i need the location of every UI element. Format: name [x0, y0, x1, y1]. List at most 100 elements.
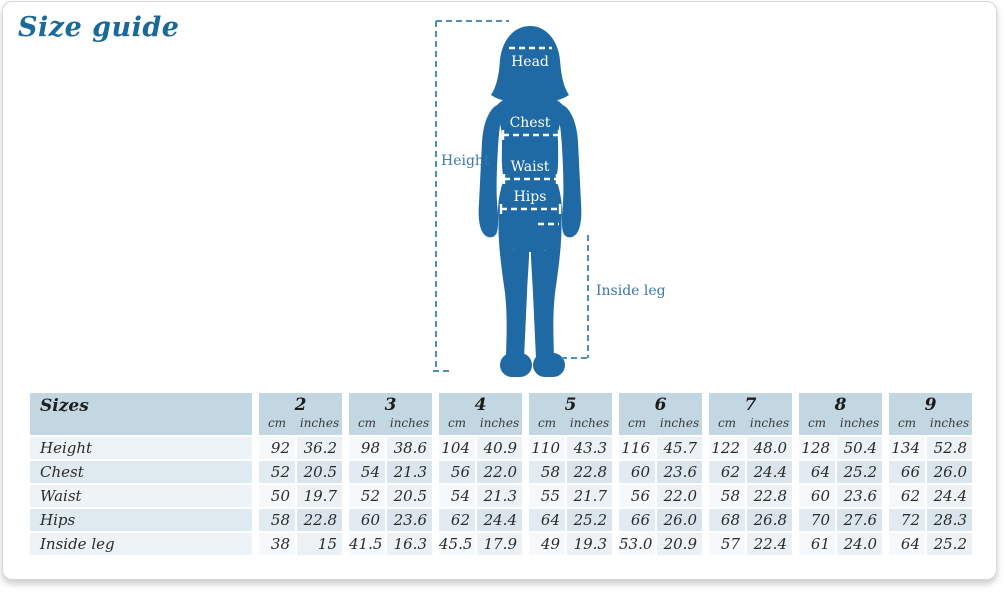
header-groups: 2 cm inches 3 cm inches 4 cm inches 5 cm inches 6 cm i… [252, 393, 972, 435]
cm-value: 104 [439, 437, 475, 459]
unit-labels: cm inches [619, 416, 702, 430]
size-number: 7 [744, 395, 757, 415]
inches-value: 45.7 [657, 437, 702, 459]
cm-value: 116 [619, 437, 655, 459]
inches-value: 25.2 [927, 533, 972, 555]
size-column-header: 2 cm inches [259, 393, 342, 435]
inches-value: 25.2 [567, 509, 612, 531]
size-value-group: 104 40.9 [439, 437, 522, 459]
inches-value: 24.4 [747, 461, 792, 483]
cm-value: 66 [889, 461, 925, 483]
size-column-header: 4 cm inches [439, 393, 522, 435]
measurement-label: Chest [30, 461, 252, 483]
size-value-group: 50 19.7 [259, 485, 342, 507]
table-row: Hips 58 22.8 60 23.6 62 24.4 64 25.2 66 26.0 68 26.8… [30, 509, 972, 531]
measurement-label: Inside leg [30, 533, 252, 555]
inches-value: 15 [297, 533, 342, 555]
inches-unit-label: inches [299, 416, 340, 430]
cm-value: 64 [799, 461, 835, 483]
cm-value: 92 [259, 437, 295, 459]
inches-value: 25.2 [837, 461, 882, 483]
measurement-label: Hips [30, 509, 252, 531]
inches-unit-label: inches [839, 416, 880, 430]
hips-label: Hips [514, 189, 547, 205]
measure-end-ticks [499, 130, 562, 214]
cm-value: 66 [619, 509, 655, 531]
size-value-group: 64 25.2 [799, 461, 882, 483]
size-value-group: 52 20.5 [259, 461, 342, 483]
inches-value: 40.9 [477, 437, 522, 459]
inches-value: 20.5 [387, 485, 432, 507]
measurement-figure: Head Chest Waist Hips Height Inside leg [430, 15, 666, 387]
size-value-group: 128 50.4 [799, 437, 882, 459]
inches-value: 52.8 [927, 437, 972, 459]
size-value-group: 66 26.0 [889, 461, 972, 483]
inches-value: 23.6 [657, 461, 702, 483]
cm-value: 41.5 [349, 533, 385, 555]
cm-value: 60 [799, 485, 835, 507]
size-column-header: 9 cm inches [889, 393, 972, 435]
cm-value: 60 [349, 509, 385, 531]
cm-value: 57 [709, 533, 745, 555]
table-row: Waist 50 19.7 52 20.5 54 21.3 55 21.7 56 22.0 58 22.… [30, 485, 972, 507]
head-label: Head [511, 54, 549, 70]
cm-value: 62 [889, 485, 925, 507]
cm-value: 62 [439, 509, 475, 531]
chest-label: Chest [510, 115, 551, 131]
size-number: 6 [654, 395, 667, 415]
size-value-group: 45.5 17.9 [439, 533, 522, 555]
cm-value: 98 [349, 437, 385, 459]
size-value-group: 54 21.3 [349, 461, 432, 483]
size-value-group: 68 26.8 [709, 509, 792, 531]
size-value-group: 55 21.7 [529, 485, 612, 507]
unit-labels: cm inches [889, 416, 972, 430]
inches-value: 48.0 [747, 437, 792, 459]
inches-value: 20.9 [657, 533, 702, 555]
size-value-group: 64 25.2 [889, 533, 972, 555]
size-number: 8 [834, 395, 847, 415]
cm-value: 58 [709, 485, 745, 507]
size-table: Sizes 2 cm inches 3 cm inches 4 cm inches 5 cm inch… [30, 393, 972, 555]
size-value-group: 122 48.0 [709, 437, 792, 459]
cm-unit-label: cm [537, 416, 557, 430]
size-value-group: 49 19.3 [529, 533, 612, 555]
inches-value: 24.0 [837, 533, 882, 555]
size-column-header: 5 cm inches [529, 393, 612, 435]
size-value-group: 52 20.5 [349, 485, 432, 507]
inches-value: 23.6 [387, 509, 432, 531]
measurement-label: Waist [30, 485, 252, 507]
body-measure-lines [501, 46, 560, 226]
size-value-group: 92 36.2 [259, 437, 342, 459]
size-column-header: 8 cm inches [799, 393, 882, 435]
cm-unit-label: cm [447, 416, 467, 430]
cm-value: 134 [889, 437, 925, 459]
unit-labels: cm inches [439, 416, 522, 430]
cm-unit-label: cm [627, 416, 647, 430]
size-value-group: 38 15 [259, 533, 342, 555]
inches-value: 23.6 [837, 485, 882, 507]
size-value-group: 53.0 20.9 [619, 533, 702, 555]
size-value-group: 61 24.0 [799, 533, 882, 555]
size-value-group: 62 24.4 [889, 485, 972, 507]
size-value-group: 54 21.3 [439, 485, 522, 507]
inches-value: 22.8 [297, 509, 342, 531]
cm-value: 128 [799, 437, 835, 459]
cm-unit-label: cm [357, 416, 377, 430]
inches-value: 22.8 [567, 461, 612, 483]
table-row: Inside leg 38 15 41.5 16.3 45.5 17.9 49 19.3 53.0… [30, 533, 972, 555]
unit-labels: cm inches [709, 416, 792, 430]
inches-value: 50.4 [837, 437, 882, 459]
cm-value: 45.5 [439, 533, 475, 555]
cm-value: 54 [439, 485, 475, 507]
size-value-group: 116 45.7 [619, 437, 702, 459]
cm-value: 54 [349, 461, 385, 483]
unit-labels: cm inches [799, 416, 882, 430]
inches-unit-label: inches [749, 416, 790, 430]
inches-value: 22.8 [747, 485, 792, 507]
inches-value: 21.3 [477, 485, 522, 507]
inches-value: 21.3 [387, 461, 432, 483]
cm-value: 64 [529, 509, 565, 531]
unit-labels: cm inches [259, 416, 342, 430]
size-column-header: 6 cm inches [619, 393, 702, 435]
body-labels: Head Chest Waist Hips [510, 54, 551, 205]
